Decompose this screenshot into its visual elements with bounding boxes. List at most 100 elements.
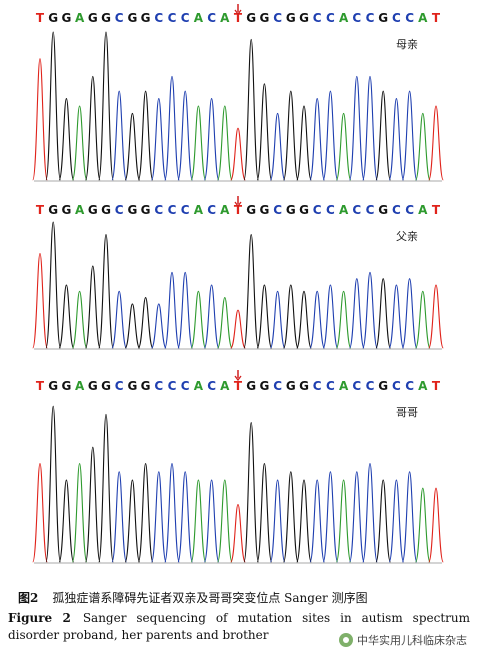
trace-peak-21 [296, 479, 312, 563]
base-call-8: G [127, 379, 137, 393]
trace-peak-3 [58, 98, 75, 181]
trace-peak-18 [256, 83, 273, 181]
trace-peak-16 [230, 127, 246, 181]
base-call-31: T [432, 11, 441, 25]
base-call-19: C [273, 11, 282, 25]
member-label: 父亲 [396, 229, 418, 243]
base-call-27: G [378, 11, 388, 25]
trace-peak-2 [45, 31, 61, 181]
trace-peak-17 [243, 234, 259, 349]
trace-peak-1 [32, 58, 48, 181]
base-call-14: C [207, 379, 216, 393]
trace-peak-14 [203, 98, 220, 181]
base-call-24: A [339, 379, 349, 393]
base-call-27: G [378, 203, 388, 217]
trace-peak-12 [177, 90, 193, 181]
caption-cn-text: 孤独症谱系障碍先证者双亲及哥哥突变位点 Sanger 测序图 [52, 591, 368, 605]
chromatogram-svg-brother: T G G A G G C G G C C C A C A T G G C G G C C A C C G C C A T哥哥 [32, 370, 444, 564]
caption-english: Figure 2 Sanger sequencing of mutation si… [8, 610, 470, 644]
trace-peak-24 [335, 112, 352, 181]
base-call-9: G [141, 379, 151, 393]
chromatogram-svg-mother: T G G A G G C G G C C C A C A T G G C G G C C A C C G C C A T母亲 [32, 4, 444, 182]
base-call-5: G [88, 11, 98, 25]
base-call-10: C [154, 379, 163, 393]
trace-peak-28 [388, 98, 405, 181]
member-label: 母亲 [396, 37, 418, 51]
trace-peak-11 [164, 463, 180, 563]
trace-peak-31 [428, 105, 444, 181]
base-call-27: G [378, 379, 388, 393]
base-call-23: C [326, 203, 335, 217]
trace-peak-26 [362, 463, 378, 563]
base-call-4: A [75, 379, 85, 393]
base-call-26: C [366, 11, 375, 25]
trace-peak-15 [217, 105, 233, 181]
caption-chinese: 图2 孤独症谱系障碍先证者双亲及哥哥突变位点 Sanger 测序图 [18, 590, 468, 606]
base-call-2: G [48, 11, 58, 25]
base-call-16: T [234, 11, 243, 25]
trace-peak-24 [335, 479, 352, 563]
trace-peak-19 [269, 112, 286, 181]
trace-peak-7 [111, 90, 127, 181]
base-call-7: C [115, 203, 124, 217]
base-call-25: C [352, 379, 361, 393]
base-call-17: G [246, 11, 256, 25]
base-call-29: C [405, 11, 414, 25]
base-call-4: A [75, 203, 85, 217]
chromatogram-svg-father: T G G A G G C G G C C C A C A T G G C G G C C A C C G C C A T父亲 [32, 196, 444, 350]
trace-peak-30 [415, 290, 431, 349]
base-call-17: G [246, 203, 256, 217]
base-call-8: G [127, 203, 137, 217]
trace-peak-9 [137, 90, 154, 181]
base-call-29: C [405, 379, 414, 393]
base-call-21: G [299, 11, 309, 25]
base-call-1: T [36, 203, 45, 217]
base-call-23: C [326, 379, 335, 393]
trace-peak-14 [203, 284, 220, 349]
base-call-20: G [286, 379, 296, 393]
trace-peak-19 [269, 479, 286, 563]
trace-peak-25 [349, 278, 365, 349]
trace-peak-17 [243, 38, 259, 181]
trace-peak-14 [203, 479, 220, 563]
base-call-23: C [326, 11, 335, 25]
base-call-17: G [246, 379, 256, 393]
base-call-26: C [366, 203, 375, 217]
base-call-10: C [154, 203, 163, 217]
chromatogram-brother: T G G A G G C G G C C C A C A T G G C G G C C A C C G C C A T 哥哥 [0, 364, 477, 574]
base-call-20: G [286, 11, 296, 25]
base-call-3: G [61, 203, 71, 217]
trace-peak-10 [151, 471, 167, 563]
base-call-11: C [168, 203, 177, 217]
base-call-14: C [207, 11, 216, 25]
trace-peak-22 [309, 98, 325, 181]
trace-peak-10 [151, 98, 167, 181]
trace-peak-18 [256, 463, 273, 563]
trace-peak-30 [415, 112, 431, 181]
trace-peak-26 [362, 271, 378, 349]
trace-peak-13 [190, 105, 207, 181]
trace-peak-2 [45, 221, 61, 349]
trace-peak-25 [349, 471, 365, 563]
trace-peak-20 [283, 471, 299, 563]
base-call-21: G [299, 203, 309, 217]
base-call-13: A [194, 11, 204, 25]
trace-peak-23 [322, 90, 339, 181]
base-call-28: C [392, 203, 401, 217]
trace-peak-9 [137, 463, 154, 563]
trace-peak-4 [71, 105, 88, 181]
base-call-12: C [181, 379, 190, 393]
trace-peak-1 [32, 252, 48, 349]
base-call-13: A [194, 203, 204, 217]
base-call-11: C [168, 11, 177, 25]
trace-peak-11 [164, 271, 180, 349]
base-call-22: C [313, 203, 322, 217]
base-call-15: A [220, 11, 230, 25]
trace-peak-15 [217, 479, 233, 563]
mutation-arrow-icon [234, 370, 242, 382]
trace-peak-30 [415, 487, 431, 563]
base-call-18: G [259, 11, 269, 25]
base-call-25: C [352, 203, 361, 217]
trace-peak-9 [137, 297, 154, 349]
base-call-3: G [61, 11, 71, 25]
